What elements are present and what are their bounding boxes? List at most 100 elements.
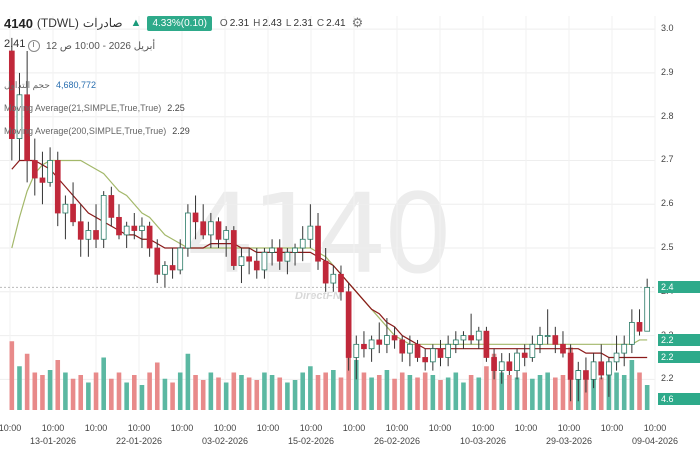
volume-bar (453, 372, 459, 410)
candle-body (468, 335, 474, 341)
candle-body (24, 94, 30, 161)
candle-body (200, 221, 207, 236)
volume-bar (277, 377, 283, 410)
x-tick-time: 10:00 (256, 423, 280, 433)
candle-body (575, 370, 582, 380)
volume-bar (101, 357, 106, 410)
candle-body (429, 348, 436, 363)
candle-body (345, 291, 352, 358)
candle-body (567, 352, 574, 380)
x-tick-time: 10:00 (643, 423, 667, 433)
gear-icon[interactable]: ⚙ (351, 15, 364, 30)
candle-body (93, 230, 99, 240)
candle-body (108, 195, 115, 218)
candle-body (246, 256, 252, 262)
volume-bar (93, 372, 99, 410)
volume-bar (484, 366, 489, 410)
candle-body (215, 221, 222, 240)
candle-body (100, 195, 107, 240)
y-tick-label: 3.0 (661, 23, 674, 34)
candle-body (460, 335, 467, 341)
x-tick-date: 15-02-2026 (287, 436, 335, 446)
volume-bar (376, 375, 382, 410)
volume-bar (621, 375, 627, 410)
volume-bar (407, 375, 413, 410)
ma200-line (11, 159, 648, 345)
volume-bar (208, 372, 214, 410)
y-tick-label: 2.8 (661, 110, 674, 121)
volume-bar (560, 375, 566, 410)
candle-body (376, 339, 383, 345)
candle-body (284, 251, 291, 262)
x-tick-date: 10-03-2026 (459, 436, 507, 446)
candle-body (146, 225, 153, 249)
volume-bar (124, 382, 129, 410)
volume-bar (445, 377, 451, 410)
candle-body (338, 273, 344, 293)
price-tag: 4.6 (658, 393, 700, 406)
volume-bar (86, 382, 91, 410)
volume-bar (177, 372, 183, 410)
x-tick-time: 10:00 (600, 423, 624, 433)
volume-bar (154, 362, 160, 410)
volume-bar (116, 372, 122, 410)
volume-bar (47, 370, 53, 410)
ohlc-high: H 2.43 (253, 17, 282, 29)
candle-body (521, 352, 528, 358)
candle-body (621, 343, 628, 354)
x-tick-date: 09-04-2026 (631, 436, 679, 446)
candle-body (445, 343, 451, 358)
candle-body (123, 225, 130, 236)
candle-body (590, 361, 597, 380)
watermark-brand: DirectFN (295, 290, 341, 302)
ohlc-close: C 2.41 (316, 17, 346, 29)
volume-bar (147, 372, 152, 410)
ma200-indicator[interactable]: Moving Average(200,SIMPLE,True,True) 2.2… (4, 126, 190, 136)
volume-bar (369, 377, 374, 410)
ma21-value: 2.25 (167, 103, 185, 113)
volume-bar (40, 375, 45, 410)
candle-body (598, 361, 605, 376)
volume-bar (331, 370, 336, 410)
volume-bar (591, 372, 596, 410)
volume-bar (109, 378, 114, 410)
candle-body (644, 287, 651, 332)
volume-bar (231, 372, 237, 410)
x-tick-time: 10:00 (385, 423, 409, 433)
time-label: أبريل 2026 - 10:00 ص 12 (46, 40, 156, 52)
candle-body (307, 225, 314, 240)
candle-body (452, 339, 459, 345)
candle-body (629, 322, 635, 345)
ma21-indicator[interactable]: Moving Average(21,SIMPLE,True,True) 2.25 (4, 103, 185, 113)
x-tick-time: 10:00 (84, 423, 108, 433)
x-tick-date: 26-02-2026 (373, 436, 421, 446)
candle-body (636, 322, 643, 332)
ma21-label: Moving Average(21,SIMPLE,True,True) (4, 103, 162, 113)
x-tick-time: 10:00 (170, 423, 194, 433)
volume-bar (545, 372, 550, 410)
exchange-code: (TDWL) (36, 16, 79, 30)
clock-icon (28, 40, 40, 52)
volume-bar (139, 385, 145, 410)
ma200-label: Moving Average(200,SIMPLE,True,True) (4, 126, 167, 136)
volume-bar (24, 353, 30, 410)
candle-body (613, 352, 620, 363)
volume-bar (239, 375, 244, 410)
volume-bar (644, 385, 650, 410)
chart-header: 4140 (TDWL) صادرات ▲ 4.33%(0.10) O 2.31 H… (0, 8, 380, 38)
volume-bar (430, 375, 436, 410)
volume-bar (353, 360, 359, 410)
volume-indicator[interactable]: حجم التداول 4,680,772 (4, 80, 96, 91)
candle-body (361, 343, 367, 350)
volume-bar (499, 372, 505, 410)
y-tick-label: 2.7 (661, 154, 674, 165)
ohlc-readout: O 2.31 H 2.43 L 2.31 C 2.41 (220, 18, 346, 29)
volume-bar (216, 377, 221, 410)
volume-bar (9, 341, 15, 410)
candle-body (54, 160, 61, 214)
x-tick-time: 10:00 (514, 423, 538, 433)
volume-bar (530, 378, 535, 410)
y-tick-label: 2.2 (661, 373, 674, 384)
